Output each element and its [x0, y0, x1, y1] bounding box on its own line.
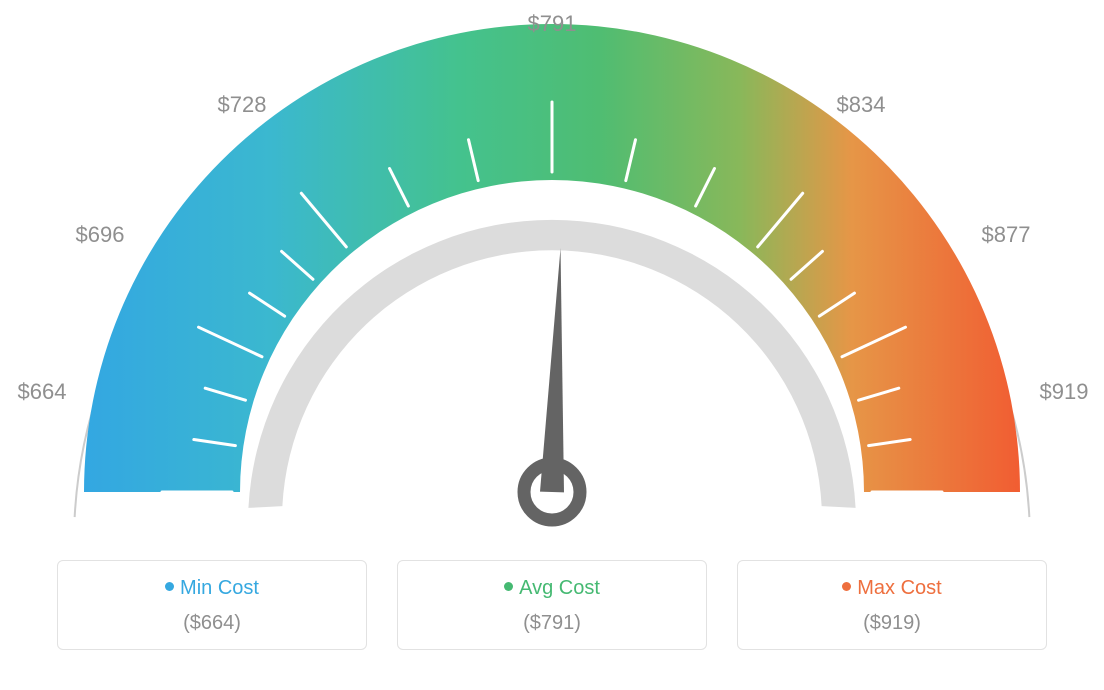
- legend-dot-icon: [165, 582, 174, 591]
- gauge-tick-label: $664: [18, 379, 67, 405]
- legend-value: ($664): [58, 612, 366, 635]
- gauge-tick-label: $919: [1040, 379, 1089, 405]
- legend-title-text: Avg Cost: [519, 577, 600, 599]
- legend-row: Min Cost ($664) Avg Cost ($791) Max Cost ($91…: [0, 560, 1104, 650]
- legend-value: ($791): [398, 612, 706, 635]
- legend-title: Min Cost: [58, 577, 366, 600]
- legend-title-text: Min Cost: [180, 577, 259, 599]
- legend-title: Avg Cost: [398, 577, 706, 600]
- legend-card-avg-cost: Avg Cost ($791): [397, 560, 707, 650]
- gauge-svg: [0, 0, 1104, 560]
- legend-card-max-cost: Max Cost ($919): [737, 560, 1047, 650]
- legend-value: ($919): [738, 612, 1046, 635]
- gauge-tick-label: $728: [218, 92, 267, 118]
- cost-gauge-chart: $664 $696 $728 $791 $834 $877 $919: [0, 0, 1104, 560]
- gauge-tick-label: $834: [837, 92, 886, 118]
- gauge-tick-label: $696: [76, 222, 125, 248]
- legend-dot-icon: [842, 582, 851, 591]
- legend-card-min-cost: Min Cost ($664): [57, 560, 367, 650]
- gauge-tick-label: $877: [982, 222, 1031, 248]
- legend-dot-icon: [504, 582, 513, 591]
- legend-title-text: Max Cost: [857, 577, 941, 599]
- legend-title: Max Cost: [738, 577, 1046, 600]
- gauge-tick-label: $791: [528, 11, 577, 37]
